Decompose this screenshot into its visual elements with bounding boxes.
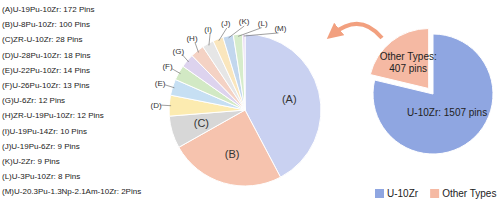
slice-label: (E)	[155, 79, 166, 88]
leader-line	[195, 43, 199, 53]
leader-line	[219, 28, 227, 41]
legend-swatch	[375, 189, 384, 198]
legend-entry: (K)U-2Zr: 9 Pins	[2, 157, 60, 166]
legend: U-10Zr Other Types	[375, 188, 496, 199]
slice-label: (B)	[225, 148, 240, 160]
slice-label: (A)	[282, 93, 297, 105]
legend-swatch	[430, 189, 439, 198]
pie-slice	[179, 110, 281, 186]
slice-label: (C)	[194, 117, 209, 129]
legend-entry: (C)ZR-U-10Zr: 28 Pins	[2, 35, 82, 44]
pie-slice	[373, 34, 493, 154]
legend-entry: (I)U-19Pu-14Zr: 10 Pins	[2, 127, 87, 136]
legend-entry: (G)U-6Zr: 12 Pins	[2, 96, 65, 105]
data-label: U-10Zr: 1507 pins	[407, 107, 487, 118]
figure: (A) (B) (C) (D) (E) (F)(G)(H) (I) (J) (K) (L) (M) (…	[0, 0, 500, 210]
leader-line	[229, 26, 245, 38]
pie-slice	[233, 34, 245, 110]
slice-label: (L)	[258, 19, 268, 28]
slice-label: (K)	[239, 17, 250, 26]
slice-label: (J)	[221, 19, 231, 28]
legend-entry: (E)U-22Pu-10Zr: 14 Pins	[2, 66, 90, 75]
legend-entry: (D)U-28Pu-10Zr: 18 Pins	[2, 51, 90, 60]
pie-slice	[223, 35, 245, 110]
data-label-line: 407 pins	[389, 63, 427, 74]
legend-entry: (L)U-3Pu-10Zr: 8 Pins	[2, 172, 80, 181]
slice-label: (H)	[186, 34, 197, 43]
arrow	[333, 24, 382, 38]
slice-label: (M)	[274, 24, 286, 33]
legend-entry: (J)U-19Pu-6Zr: 9 Pins	[2, 142, 80, 151]
slice-label: (D)	[151, 101, 162, 110]
pie-slice	[243, 34, 245, 110]
legend-entry: (A)U-19Pu-10Zr: 172 Pins	[2, 5, 94, 14]
leader-line	[161, 105, 171, 107]
slice-label: (F)	[162, 62, 173, 71]
pie	[169, 34, 321, 186]
legend-entry: (H)ZR-U-19Pu-10Zr: 12 Pins	[2, 111, 104, 120]
pie	[370, 29, 493, 154]
legend-entry: U-10Zr	[387, 188, 419, 199]
slice-label: (I)	[204, 25, 212, 34]
legend-entry: (M)U-20.3Pu-1.3Np-2.1Am-10Zr: 2Pins	[2, 187, 141, 196]
leader-line	[244, 33, 279, 36]
legend-entry: (B)U-8Pu-10Zr: 100 Pins	[2, 20, 90, 29]
data-label-line: Other Types:	[380, 51, 437, 62]
leader-line	[209, 34, 210, 46]
leader-line	[165, 85, 175, 88]
slice-label: (G)	[173, 47, 185, 56]
data-label: Other Types:407 pins	[380, 51, 437, 74]
legend-entry: Other Types	[442, 188, 496, 199]
leader-line	[172, 69, 181, 74]
legend-entry: (F)U-26Pu-10Zr: 13 Pins	[2, 81, 90, 90]
